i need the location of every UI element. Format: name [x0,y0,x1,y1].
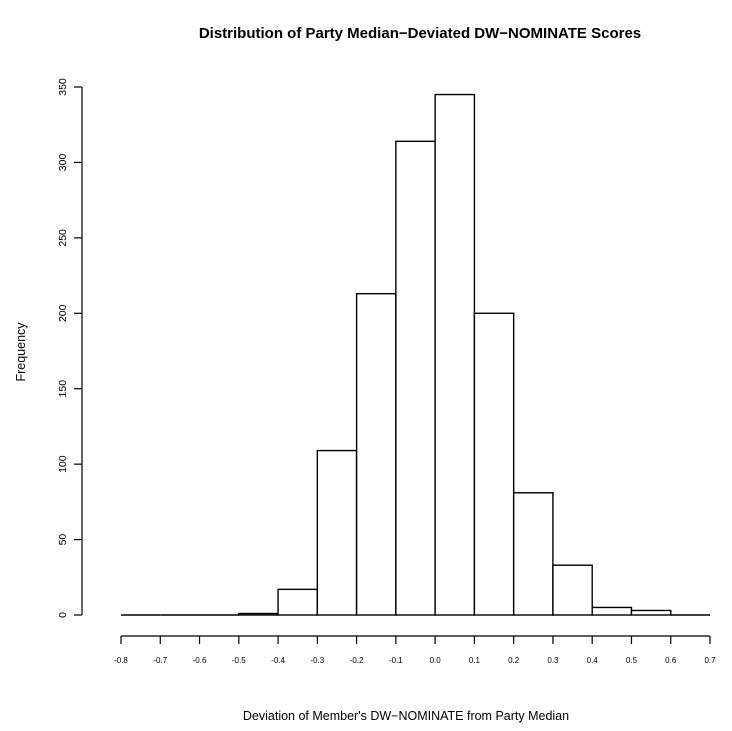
histogram-bar [355,292,397,616]
x-tick-label: -0.3 [310,656,324,665]
histogram-bar [316,449,358,616]
y-tick-label: 350 [57,78,69,96]
histogram-bar [277,588,319,616]
y-tick-label: 300 [57,154,69,172]
x-tick-label: 0.5 [626,656,638,665]
y-tick-label: 0 [57,612,69,618]
x-axis-label: Deviation of Member's DW−NOMINATE from P… [243,709,569,723]
histogram-bar [434,93,476,616]
y-axis: 0 50 100 150 200 250 300 350 [57,78,83,618]
y-tick-label: 250 [57,229,69,247]
x-axis: -0.8 -0.7 -0.6 -0.5 -0.4 -0.3 -0.2 -0.1 0.0 0.1 0.… [114,635,716,665]
histogram-bar [591,606,633,616]
y-tick-label: 150 [57,380,69,398]
histogram-bars [121,93,710,616]
x-tick-label: 0.2 [508,656,520,665]
x-tick-label: -0.5 [232,656,246,665]
x-tick-label: 0.0 [430,656,442,665]
histogram-bar [512,492,554,616]
histogram-bar [395,140,436,616]
x-tick-label: -0.7 [153,656,167,665]
x-tick-label: 0.7 [704,656,716,665]
y-tick-label: 200 [57,304,69,322]
histogram-bar [238,612,279,616]
x-tick-label: -0.4 [271,656,285,665]
y-tick-label: 100 [57,455,69,473]
x-tick-label: -0.6 [193,656,207,665]
histogram-bar [552,564,593,616]
x-tick-label: -0.8 [114,656,128,665]
chart-title: Distribution of Party Median−Deviated DW… [199,25,641,42]
y-tick-label: 50 [57,534,69,546]
x-tick-label: -0.1 [389,656,403,665]
y-axis-label: Frequency [14,322,28,382]
x-tick-label: 0.6 [665,656,677,665]
x-tick-label: 0.3 [547,656,559,665]
x-tick-label: 0.4 [587,656,599,665]
histogram-bar [473,312,515,616]
x-tick-label: 0.1 [469,656,481,665]
x-tick-label: -0.2 [350,656,364,665]
histogram-bar [630,609,672,616]
